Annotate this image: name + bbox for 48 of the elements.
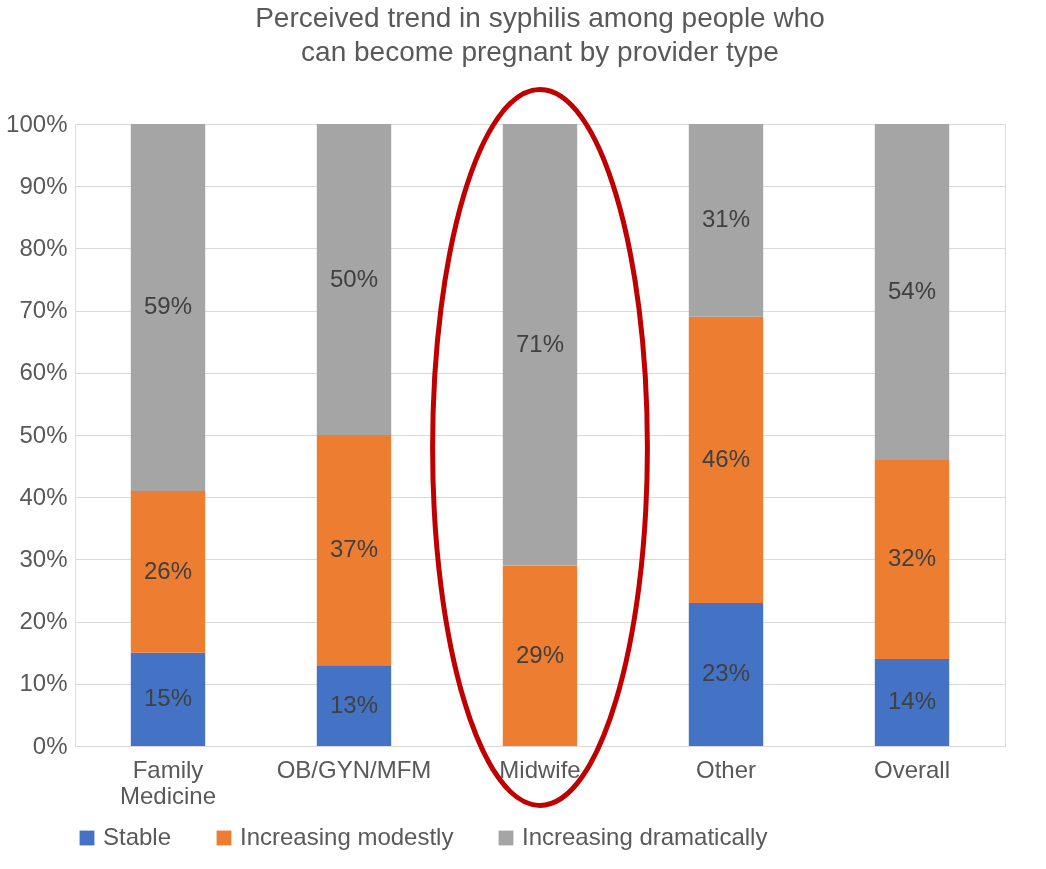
data-label: 13% — [329, 690, 379, 718]
data-label: 71% — [515, 329, 565, 357]
bar — [316, 435, 392, 666]
bar — [688, 602, 764, 746]
chart-title: Perceived trend in syphilis among people who can become pregnant by provider type — [255, 2, 825, 68]
y-tick-label: 10% — [19, 669, 68, 697]
bar — [874, 459, 950, 659]
data-label: 59% — [143, 292, 193, 320]
data-label: 37% — [329, 535, 379, 563]
bar — [502, 124, 578, 566]
bar — [874, 658, 950, 746]
x-tick-label: OB/GYN/MFM — [276, 755, 432, 783]
bar — [316, 124, 392, 435]
bar — [688, 124, 764, 317]
legend-label: Stable — [103, 823, 172, 850]
bar — [130, 124, 206, 491]
y-tick-label: 80% — [19, 233, 68, 261]
bar — [502, 565, 578, 746]
data-label: 50% — [329, 264, 379, 292]
bar — [688, 316, 764, 603]
bar — [130, 490, 206, 653]
x-tick-label: Overall — [873, 755, 951, 783]
y-tick-label: 70% — [19, 296, 68, 324]
y-tick-label: 100% — [6, 109, 68, 137]
y-tick-label: 0% — [32, 731, 68, 759]
bar — [874, 124, 950, 460]
y-tick-label: 50% — [19, 420, 68, 448]
data-label: 14% — [887, 687, 937, 715]
y-tick-label: 20% — [19, 607, 68, 635]
legend-label: Increasing dramatically — [522, 823, 768, 850]
x-tick-label: Other — [695, 755, 757, 783]
data-label: 46% — [701, 444, 751, 472]
data-label: 29% — [515, 640, 565, 668]
bar — [130, 652, 206, 746]
y-tick-label: 60% — [19, 358, 68, 386]
data-label: 26% — [143, 556, 193, 584]
data-label: 31% — [701, 205, 751, 233]
x-tick-label: Family Medicine — [119, 755, 217, 809]
data-label: 15% — [143, 684, 193, 712]
legend-label: Increasing modestly — [240, 823, 454, 850]
y-tick-label: 40% — [19, 482, 68, 510]
bar — [316, 665, 392, 746]
y-tick-label: 90% — [19, 171, 68, 199]
x-tick-label: Midwife — [499, 755, 581, 783]
data-label: 54% — [887, 276, 937, 304]
y-tick-label: 30% — [19, 544, 68, 572]
data-label: 32% — [887, 544, 937, 572]
data-label: 23% — [701, 659, 751, 687]
